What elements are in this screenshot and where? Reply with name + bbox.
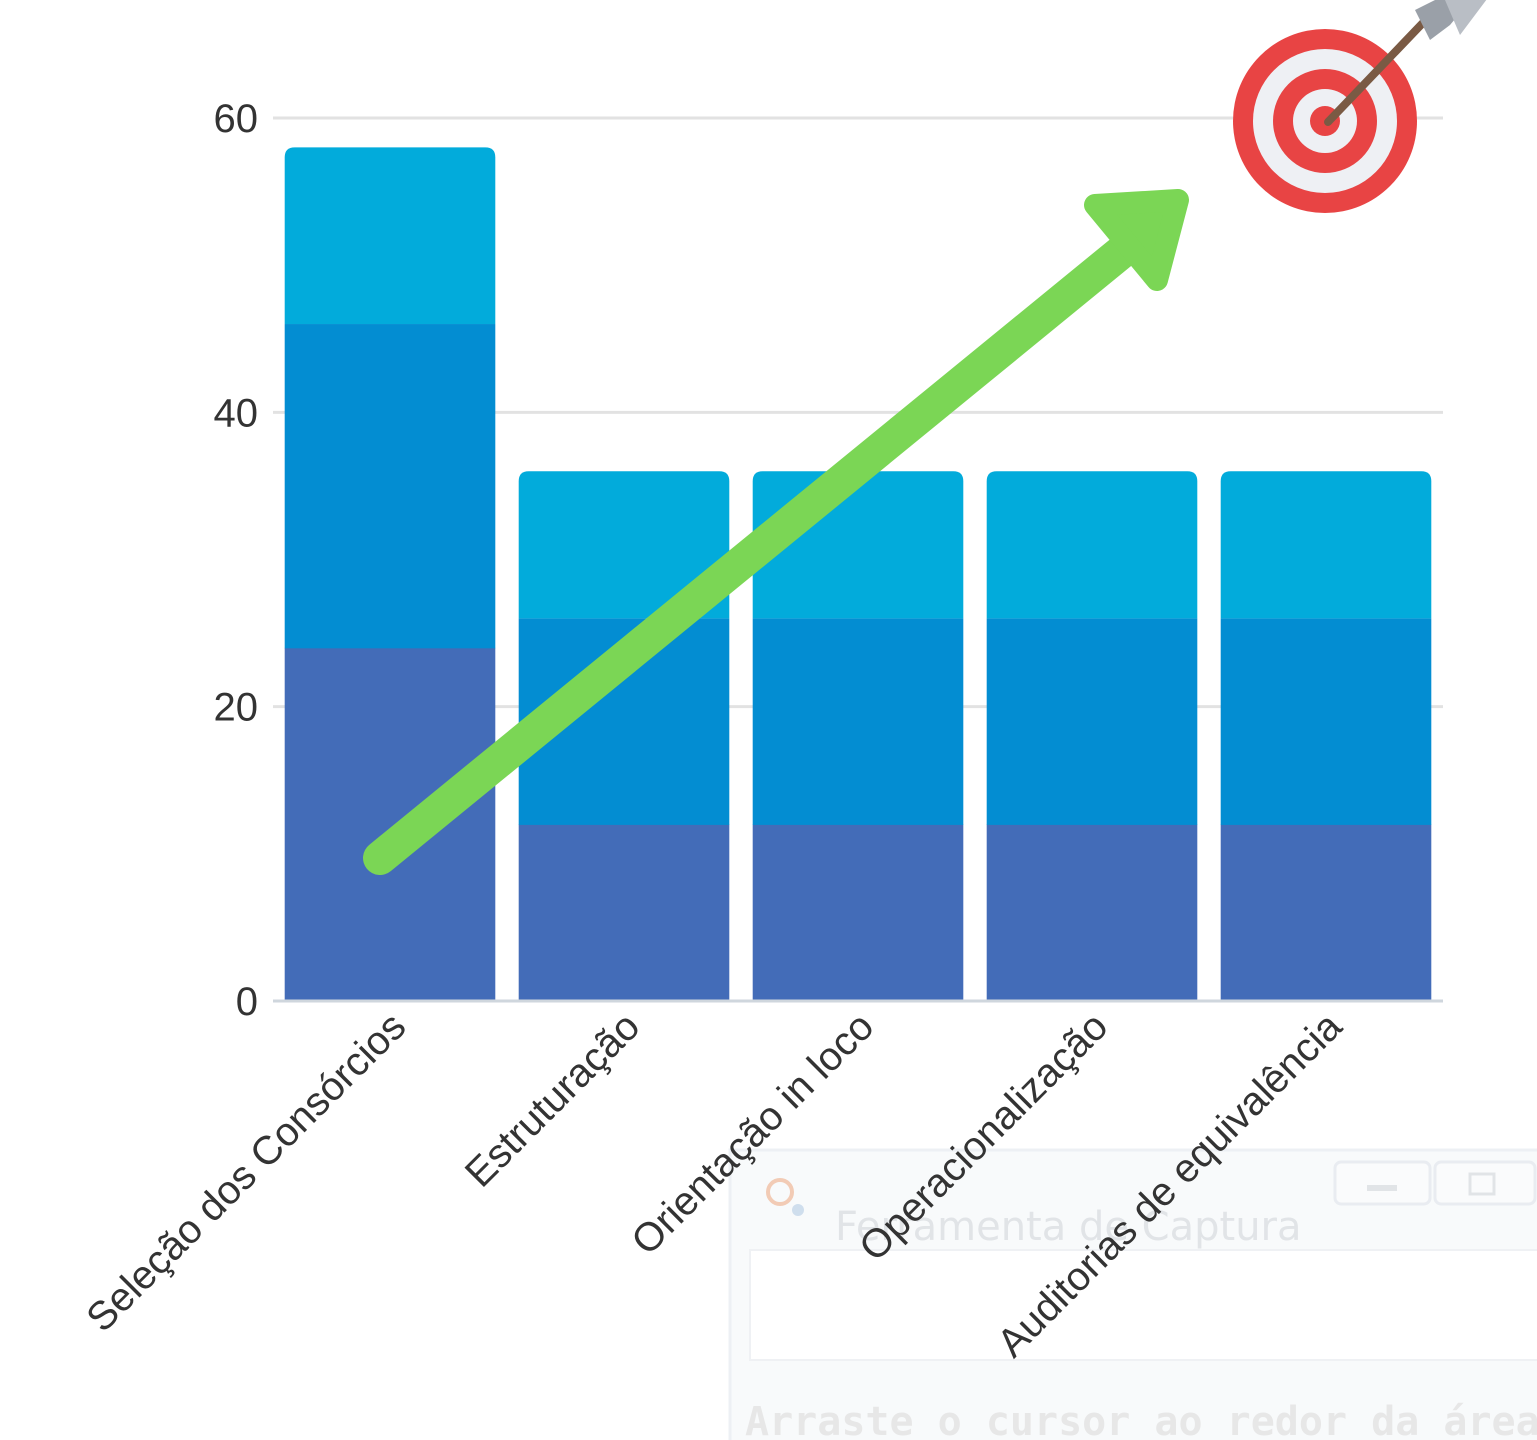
bar-segment (284, 147, 496, 325)
trend-arrow-shaft (363, 228, 1147, 875)
trend-arrow-icon (363, 189, 1189, 875)
bar-stack (1220, 471, 1432, 1002)
bar-segment (518, 824, 730, 1002)
y-tick-label: 60 (214, 97, 259, 141)
y-tick-label: 20 (214, 686, 259, 730)
bar-stack (518, 471, 730, 1002)
bar-segment (1220, 824, 1432, 1002)
bar-segment (986, 471, 1198, 619)
y-tick-label: 0 (236, 980, 258, 1024)
maximize-icon (1468, 1172, 1496, 1196)
window-hint: Arraste o cursor ao redor da área (745, 1399, 1537, 1440)
maximize-button[interactable] (1433, 1160, 1537, 1206)
window-title: Ferramenta de Captura (835, 1204, 1302, 1250)
bar-segment (1220, 618, 1432, 825)
bar-segment (752, 618, 964, 825)
snipping-tool-window: Ferramenta de Captura Arraste o cursor a… (728, 1148, 1537, 1440)
x-tick-label: Seleção dos Consórcios (78, 1004, 414, 1340)
minimize-button[interactable] (1333, 1160, 1432, 1206)
scissors-icon (766, 1178, 804, 1216)
bar-stack (752, 471, 964, 1002)
trend-arrow-head (1084, 189, 1189, 291)
window-content (749, 1249, 1537, 1361)
x-tick-label: Estruturação (457, 1004, 648, 1195)
bar-stack (986, 471, 1198, 1002)
bar-segment (752, 824, 964, 1002)
dart-shaft (1324, 1, 1444, 126)
bar-segment (284, 324, 496, 649)
bar-segment (1220, 471, 1432, 619)
bar-segment (986, 618, 1198, 825)
dart-feather-2 (1445, 0, 1487, 35)
minimize-icon (1367, 1185, 1397, 1191)
bar-segment (284, 647, 496, 1002)
bar-segment (986, 824, 1198, 1002)
bar-segment (518, 471, 730, 619)
dart-target-icon (1233, 0, 1487, 213)
bar-stack (284, 147, 496, 1002)
bars (284, 147, 1432, 1002)
y-tick-label: 40 (214, 391, 259, 435)
y-axis: 0 20 40 60 (214, 97, 259, 1024)
